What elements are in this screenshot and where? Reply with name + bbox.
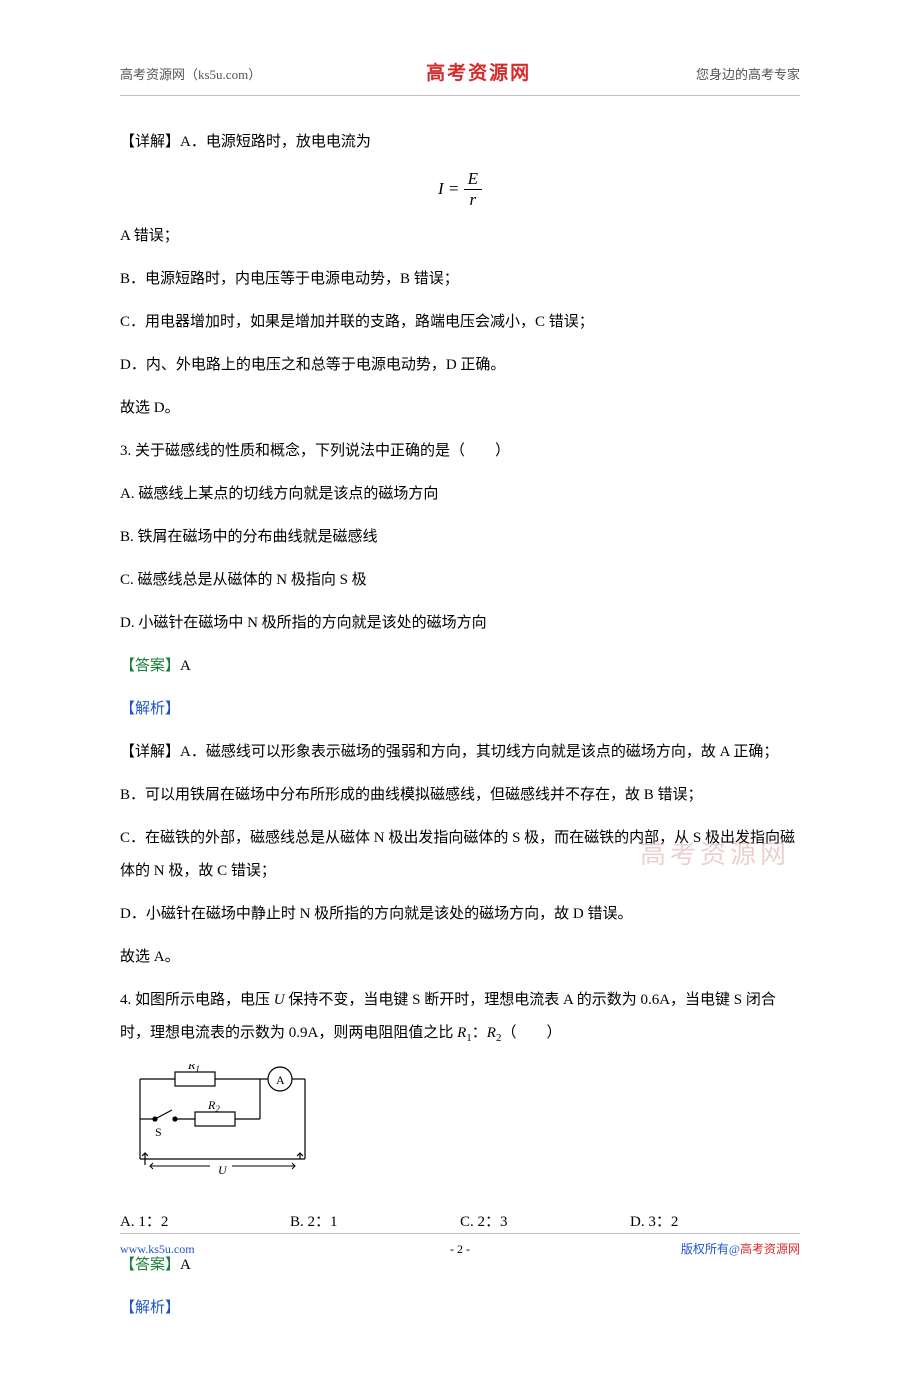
formula-i-eq-e-over-r: I = Er bbox=[120, 169, 800, 211]
q3-detail-b: B．可以用铁屑在磁场中分布所形成的曲线模拟磁感线，但磁感线并不存在，故 B 错误… bbox=[120, 779, 800, 812]
circuit-s-label: S bbox=[155, 1125, 162, 1139]
header-left: 高考资源网（ks5u.com） bbox=[120, 65, 261, 85]
q4-text-a: 4. 如图所示电路，电压 bbox=[120, 992, 274, 1008]
answer-label: 【答案】 bbox=[120, 1257, 180, 1273]
page-header: 高考资源网（ks5u.com） 高考资源网 您身边的高考专家 bbox=[120, 60, 800, 96]
q3-detail-c: C．在磁铁的外部，磁感线总是从磁体 N 极出发指向磁体的 S 极，而在磁铁的内部… bbox=[120, 822, 800, 888]
footer-copyright: 版权所有@高考资源网 bbox=[681, 1240, 800, 1258]
footer-url: www.ks5u.com bbox=[120, 1240, 195, 1258]
footer-page-number: - 2 - bbox=[450, 1240, 470, 1258]
answer-value: A bbox=[180, 1257, 191, 1273]
detail-a: 【详解】A．电源短路时，放电电流为 bbox=[120, 126, 800, 159]
line-d: D．内、外电路上的电压之和总等于电源电动势，D 正确。 bbox=[120, 349, 800, 382]
fraction: Er bbox=[464, 169, 482, 211]
answer-value: A bbox=[180, 658, 191, 674]
q3-analysis-label: 【解析】 bbox=[120, 693, 800, 726]
header-center-logo: 高考资源网 bbox=[426, 60, 531, 89]
q3-option-a: A. 磁感线上某点的切线方向就是该点的磁场方向 bbox=[120, 478, 800, 511]
q3-conclusion: 故选 A。 bbox=[120, 941, 800, 974]
fraction-den: r bbox=[464, 190, 482, 210]
question-4: 4. 如图所示电路，电压 U 保持不变，当电键 S 断开时，理想电流表 A 的示… bbox=[120, 984, 800, 1050]
fraction-num: E bbox=[464, 169, 482, 190]
document-body: 【详解】A．电源短路时，放电电流为 I = Er A 错误； B．电源短路时，内… bbox=[120, 126, 800, 1325]
circuit-svg: R1 R2 S A U bbox=[120, 1064, 320, 1184]
question-3: 3. 关于磁感线的性质和概念，下列说法中正确的是（ ） bbox=[120, 435, 800, 468]
page-footer: www.ks5u.com - 2 - 版权所有@高考资源网 bbox=[120, 1233, 800, 1258]
q4-analysis-label: 【解析】 bbox=[120, 1292, 800, 1325]
line-b: B．电源短路时，内电压等于电源电动势，B 错误； bbox=[120, 263, 800, 296]
q3-answer: 【答案】A bbox=[120, 650, 800, 683]
line-a-wrong: A 错误； bbox=[120, 220, 800, 253]
q3-option-c: C. 磁感线总是从磁体的 N 极指向 S 极 bbox=[120, 564, 800, 597]
q4-colon: ： bbox=[472, 1025, 487, 1041]
q4-R2: R bbox=[487, 1025, 496, 1041]
footer-copy-brand: 高考资源网 bbox=[740, 1242, 800, 1256]
line-conclusion: 故选 D。 bbox=[120, 392, 800, 425]
footer-copy-prefix: 版权所有@ bbox=[681, 1242, 740, 1256]
circuit-a-label: A bbox=[276, 1073, 285, 1087]
q3-detail-d: D．小磁针在磁场中静止时 N 极所指的方向就是该处的磁场方向，故 D 错误。 bbox=[120, 898, 800, 931]
line-c: C．用电器增加时，如果是增加并联的支路，路端电压会减小，C 错误； bbox=[120, 306, 800, 339]
answer-label: 【答案】 bbox=[120, 658, 180, 674]
q4-text-c: （ ） bbox=[501, 1025, 561, 1041]
q4-U: U bbox=[274, 992, 285, 1008]
q3-detail-a: 【详解】A．磁感线可以形象表示磁场的强弱和方向，其切线方向就是该点的磁场方向，故… bbox=[120, 736, 800, 769]
circuit-r2-label: R2 bbox=[207, 1098, 220, 1114]
q3-option-d: D. 小磁针在磁场中 N 极所指的方向就是该处的磁场方向 bbox=[120, 607, 800, 640]
header-right: 您身边的高考专家 bbox=[696, 65, 800, 85]
circuit-u-label: U bbox=[218, 1163, 228, 1177]
formula-lhs: I = bbox=[438, 178, 464, 197]
q4-R1: R bbox=[457, 1025, 466, 1041]
circuit-diagram: R1 R2 S A U bbox=[120, 1064, 800, 1192]
q3-option-b: B. 铁屑在磁场中的分布曲线就是磁感线 bbox=[120, 521, 800, 554]
